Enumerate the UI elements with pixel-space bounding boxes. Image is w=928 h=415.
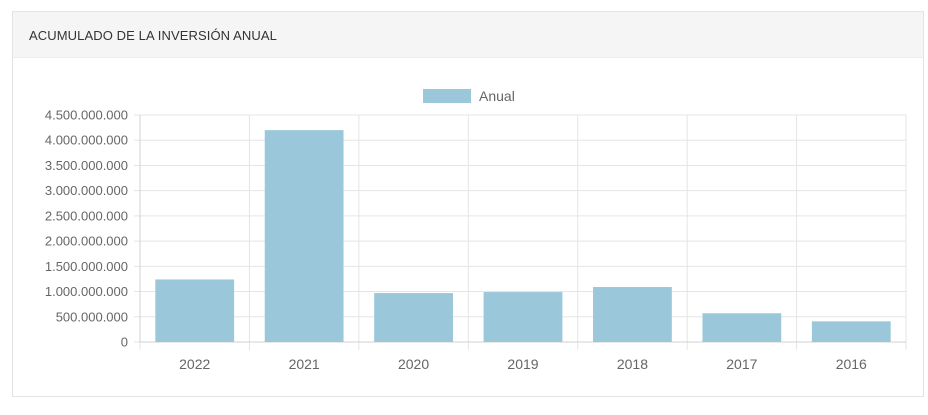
y-tick-label: 2.000.000.000 bbox=[45, 234, 128, 249]
x-tick-label: 2021 bbox=[289, 356, 320, 372]
bar-2016[interactable] bbox=[811, 321, 891, 342]
legend-swatch[interactable] bbox=[423, 89, 471, 103]
panel-title: ACUMULADO DE LA INVERSIÓN ANUAL bbox=[13, 12, 923, 58]
y-tick-label: 4.000.000.000 bbox=[45, 133, 128, 148]
y-tick-label: 1.500.000.000 bbox=[45, 259, 128, 274]
y-tick-label: 500.000.000 bbox=[56, 309, 128, 324]
y-tick-label: 1.000.000.000 bbox=[45, 284, 128, 299]
y-tick-label: 2.500.000.000 bbox=[45, 208, 128, 223]
y-tick-label: 3.500.000.000 bbox=[45, 158, 128, 173]
bar-2020[interactable] bbox=[374, 293, 453, 342]
legend-label[interactable]: Anual bbox=[479, 88, 515, 104]
x-tick-label: 2019 bbox=[507, 356, 538, 372]
y-tick-label: 4.500.000.000 bbox=[45, 108, 128, 123]
x-tick-label: 2022 bbox=[179, 356, 210, 372]
bar-2021[interactable] bbox=[264, 130, 344, 342]
x-tick-label: 2020 bbox=[398, 356, 429, 372]
y-tick-label: 3.000.000.000 bbox=[45, 183, 128, 198]
bar-2018[interactable] bbox=[593, 287, 672, 342]
bar-2017[interactable] bbox=[702, 313, 782, 342]
x-tick-label: 2018 bbox=[617, 356, 648, 372]
y-tick-label: 0 bbox=[121, 335, 128, 350]
bar-2022[interactable] bbox=[155, 279, 235, 342]
x-tick-label: 2016 bbox=[836, 356, 867, 372]
bar-2019[interactable] bbox=[483, 292, 563, 342]
x-tick-label: 2017 bbox=[726, 356, 757, 372]
